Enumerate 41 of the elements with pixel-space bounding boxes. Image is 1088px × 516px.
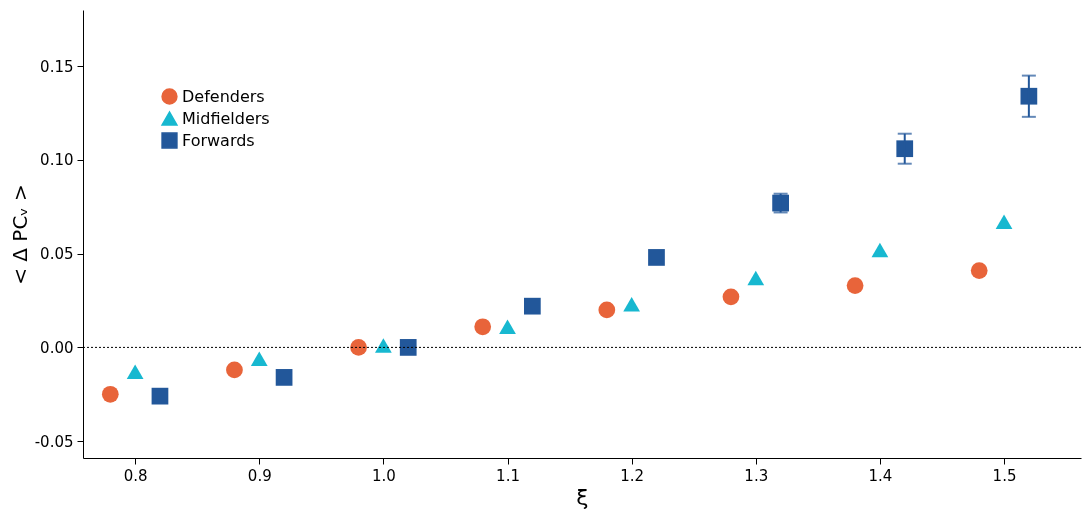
y-tick-label: 0.05 (40, 245, 74, 264)
y-tick-label: 0.00 (40, 338, 74, 357)
x-tick-label: 0.8 (123, 466, 148, 485)
point (871, 242, 889, 258)
legend-label: Midfielders (182, 108, 270, 128)
point (1020, 87, 1038, 105)
x-axis-title: ξ (576, 484, 589, 510)
point (151, 387, 169, 405)
x-tick-label: 0.9 (247, 466, 272, 485)
x-tick-label: 1.1 (496, 466, 520, 485)
point (598, 301, 616, 319)
point (722, 288, 740, 306)
legend-label: Forwards (182, 130, 255, 150)
point (896, 140, 914, 158)
x-tick-label: 1.2 (620, 466, 645, 485)
point (846, 277, 864, 294)
legend-label: Defenders (182, 86, 265, 106)
x-tick-label: 1.0 (371, 466, 396, 485)
point (499, 319, 516, 335)
y-axis-title: < Δ PCᵥ > (7, 184, 32, 285)
point (523, 297, 541, 315)
y-tick-label: -0.05 (34, 432, 74, 451)
point (126, 364, 144, 380)
point (350, 339, 367, 356)
point (970, 262, 988, 279)
y-tick-label: 0.15 (40, 57, 74, 76)
point (474, 318, 492, 336)
point (995, 214, 1013, 230)
point (747, 270, 765, 286)
point (275, 369, 293, 386)
point (623, 297, 641, 312)
y-tick-label: 0.10 (40, 151, 74, 170)
point (399, 339, 417, 356)
point (101, 385, 119, 403)
point (226, 361, 243, 379)
point (375, 338, 392, 353)
point (648, 249, 665, 266)
x-tick-label: 1.5 (992, 466, 1017, 485)
x-tick-label: 1.4 (868, 466, 893, 485)
x-tick-label: 1.3 (744, 466, 769, 485)
point (250, 351, 268, 366)
